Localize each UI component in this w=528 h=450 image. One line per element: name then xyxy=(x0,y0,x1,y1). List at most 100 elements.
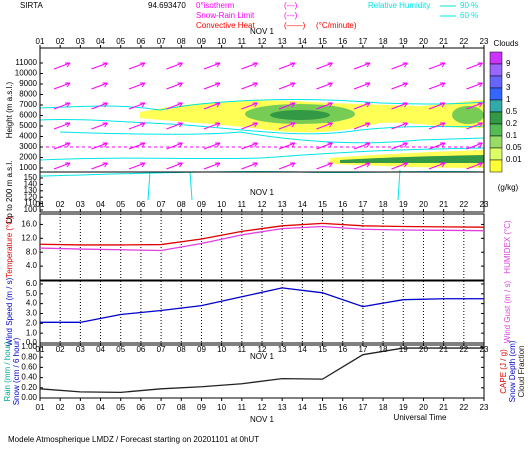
y-tick-label: 0.60 xyxy=(21,363,37,372)
y-tick-label: 3.0 xyxy=(26,309,38,318)
wind-arrow xyxy=(241,142,258,150)
legend-label: Convective Heat xyxy=(196,21,255,30)
contour xyxy=(147,169,401,201)
colorbar-swatch xyxy=(489,135,503,149)
x-tick-label: 09 xyxy=(197,345,206,354)
x-tick-label: 22 xyxy=(459,37,468,46)
y-tick-label: 16.0 xyxy=(21,220,37,229)
y-tick-label: 1.0 xyxy=(26,328,38,337)
legend-label: 60 % xyxy=(460,11,478,20)
wind-arrow xyxy=(203,62,221,70)
y-tick-label: 0.40 xyxy=(21,373,37,382)
wind-arrow xyxy=(391,142,408,150)
legend-style: (---) xyxy=(284,11,298,20)
wind-arrow xyxy=(91,102,108,110)
data-line xyxy=(39,222,485,246)
x-tick-label: 05 xyxy=(116,200,125,209)
y2-axis-label: CAPE (J / g) xyxy=(499,349,508,394)
x-tick-label: 11 xyxy=(238,37,247,46)
colorbar-label: 0.05 xyxy=(506,143,522,152)
cloud-area xyxy=(270,110,330,120)
wind-arrow xyxy=(53,82,71,90)
footer: Modele Atmospherique LMDZ / Forecast sta… xyxy=(8,435,259,444)
contour xyxy=(39,98,485,111)
series-label: Temperature (°C) xyxy=(5,216,14,278)
x-tick-label: 02 xyxy=(56,403,65,412)
x-tick-label: 05 xyxy=(116,37,125,46)
x-tick-label: 18 xyxy=(379,403,388,412)
x-tick-label: 02 xyxy=(56,37,65,46)
date-label: NOV 1 xyxy=(250,188,275,197)
wind-arrow xyxy=(316,102,333,110)
y-tick-label: 1000 xyxy=(19,163,37,172)
wind-arrow xyxy=(428,162,446,170)
wind-arrow xyxy=(316,142,333,150)
x-tick-label: 13 xyxy=(278,345,287,354)
y-tick-label: 2.0 xyxy=(26,318,38,327)
wind-arrow xyxy=(353,82,371,90)
x-tick-label: 05 xyxy=(116,403,125,412)
x-tick-label: 20 xyxy=(419,345,428,354)
colorbar-label: 0.2 xyxy=(506,119,518,128)
wind-arrow xyxy=(466,142,483,150)
x-tick-label: 01 xyxy=(36,345,45,354)
contour xyxy=(39,118,485,135)
x-tick-label: 02 xyxy=(56,200,65,209)
colorbar-swatch xyxy=(489,63,503,77)
wind-arrow xyxy=(53,122,71,130)
legend-label: Snow-Rain Limit xyxy=(196,11,255,20)
x-tick-label: 07 xyxy=(157,345,166,354)
wind-arrow xyxy=(278,122,296,130)
wind-arrow xyxy=(278,82,296,90)
wind-arrow xyxy=(428,82,446,90)
colorbar-unit: (g/kg) xyxy=(498,183,519,192)
x-tick-label: 16 xyxy=(338,403,347,412)
wind-arrow xyxy=(428,102,446,110)
x-tick-label: 21 xyxy=(439,200,448,209)
cloud-area xyxy=(452,106,484,124)
data-line xyxy=(39,347,484,394)
colorbar-swatch xyxy=(489,51,503,65)
wind-arrow xyxy=(128,62,146,70)
x-tick-label: 21 xyxy=(439,403,448,412)
wind-arrow xyxy=(466,62,483,70)
x-tick-label: 13 xyxy=(278,200,287,209)
x-tick-label: 20 xyxy=(419,200,428,209)
wind-arrow xyxy=(353,142,371,150)
x-tick-label: 23 xyxy=(480,37,489,46)
wind-arrow xyxy=(166,82,183,90)
coords: 94.693470 xyxy=(148,1,186,10)
x-tick-label: 09 xyxy=(197,200,206,209)
wind-arrow xyxy=(53,142,71,150)
x-tick-label: 17 xyxy=(358,403,367,412)
wind-arrow xyxy=(278,62,296,70)
x-tick-label: 22 xyxy=(459,403,468,412)
x-tick-label: 09 xyxy=(197,37,206,46)
date-label: NOV 1 xyxy=(250,352,275,361)
wind-arrow xyxy=(466,122,483,130)
wind-arrow xyxy=(241,62,258,70)
x-tick-label: 17 xyxy=(358,37,367,46)
x-tick-label: 16 xyxy=(338,37,347,46)
x-tick-label: 21 xyxy=(439,345,448,354)
wind-arrow xyxy=(203,82,221,90)
x-tick-label: 06 xyxy=(136,200,145,209)
wind-arrow xyxy=(91,62,108,70)
x-tick-label: 14 xyxy=(298,200,307,209)
x-tick-label: 10 xyxy=(217,345,226,354)
x-tick-label: 07 xyxy=(157,200,166,209)
y-tick-label: 0.80 xyxy=(21,352,37,361)
x-tick-label: 20 xyxy=(419,403,428,412)
y-tick-label: 11000 xyxy=(15,58,37,67)
x-tick-label: 22 xyxy=(459,200,468,209)
wind-arrow xyxy=(166,62,183,70)
x-tick-label: 15 xyxy=(318,345,327,354)
series-label: HUMIDEX (°C) xyxy=(503,220,512,274)
legend-style: (---) xyxy=(284,1,298,10)
wind-arrow xyxy=(91,82,108,90)
y-tick-label: 7000 xyxy=(19,100,37,109)
wind-arrow xyxy=(466,82,483,90)
colorbar-label: 0.01 xyxy=(506,155,522,164)
wind-arrow xyxy=(391,82,408,90)
x-tick-label: 18 xyxy=(379,345,388,354)
